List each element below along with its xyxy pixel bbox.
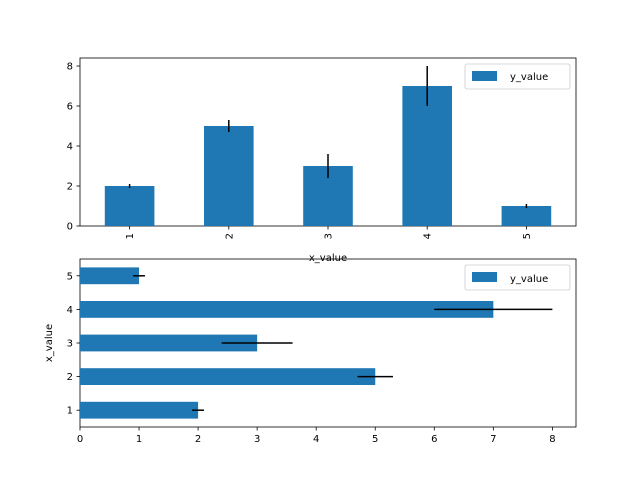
y-tick-label: 4 <box>67 142 73 153</box>
top-legend: y_value <box>464 63 571 90</box>
x-tick-label: 7 <box>490 434 496 445</box>
top-x-axis-label: x_value <box>309 253 347 264</box>
x-tick-label: 4 <box>423 233 434 239</box>
x-tick-label: 1 <box>136 434 142 445</box>
vertical-bar-chart: 0 2 4 6 8 1 2 3 4 5 x_value y_value <box>67 57 577 264</box>
y-tick-label: 6 <box>67 102 73 113</box>
bar-1 <box>104 186 155 226</box>
y-tick-label: 8 <box>67 62 73 73</box>
x-tick-label: 5 <box>522 233 533 239</box>
x-tick-label: 0 <box>77 434 83 445</box>
y-tick-label: 2 <box>67 182 73 193</box>
x-tick-label: 6 <box>431 434 437 445</box>
bar-4 <box>80 301 494 318</box>
bar-2 <box>80 368 376 385</box>
x-tick-label: 2 <box>195 434 201 445</box>
x-tick-label: 3 <box>324 233 335 239</box>
x-tick-label: 8 <box>549 434 555 445</box>
bottom-y-axis-label: x_value <box>44 324 55 362</box>
y-tick-label: 2 <box>67 372 73 383</box>
horizontal-bar-chart: 0 1 2 3 4 5 6 7 8 1 2 3 4 5 x_value y_value <box>44 258 577 445</box>
bar-5 <box>80 267 140 285</box>
y-tick-label: 0 <box>67 222 73 233</box>
bottom-legend: y_value <box>464 264 571 291</box>
y-tick-label: 1 <box>67 406 73 417</box>
y-tick-label: 3 <box>67 339 73 350</box>
x-tick-label: 3 <box>254 434 260 445</box>
legend-swatch <box>472 71 497 81</box>
legend-frame <box>464 63 571 90</box>
x-tick-label: 5 <box>372 434 378 445</box>
bar-5 <box>501 206 552 226</box>
legend-label: y_value <box>510 72 548 83</box>
legend-label: y_value <box>510 274 548 285</box>
x-tick-label: 4 <box>313 434 319 445</box>
bar-3 <box>80 334 258 352</box>
legend-swatch <box>472 272 497 282</box>
legend-frame <box>464 264 571 291</box>
x-tick-label: 2 <box>224 233 235 239</box>
bar-4 <box>402 86 452 226</box>
bar-2 <box>204 126 254 226</box>
bar-1 <box>80 401 199 419</box>
y-tick-label: 5 <box>67 271 73 282</box>
x-tick-label: 1 <box>125 233 136 239</box>
y-tick-label: 4 <box>67 305 73 316</box>
